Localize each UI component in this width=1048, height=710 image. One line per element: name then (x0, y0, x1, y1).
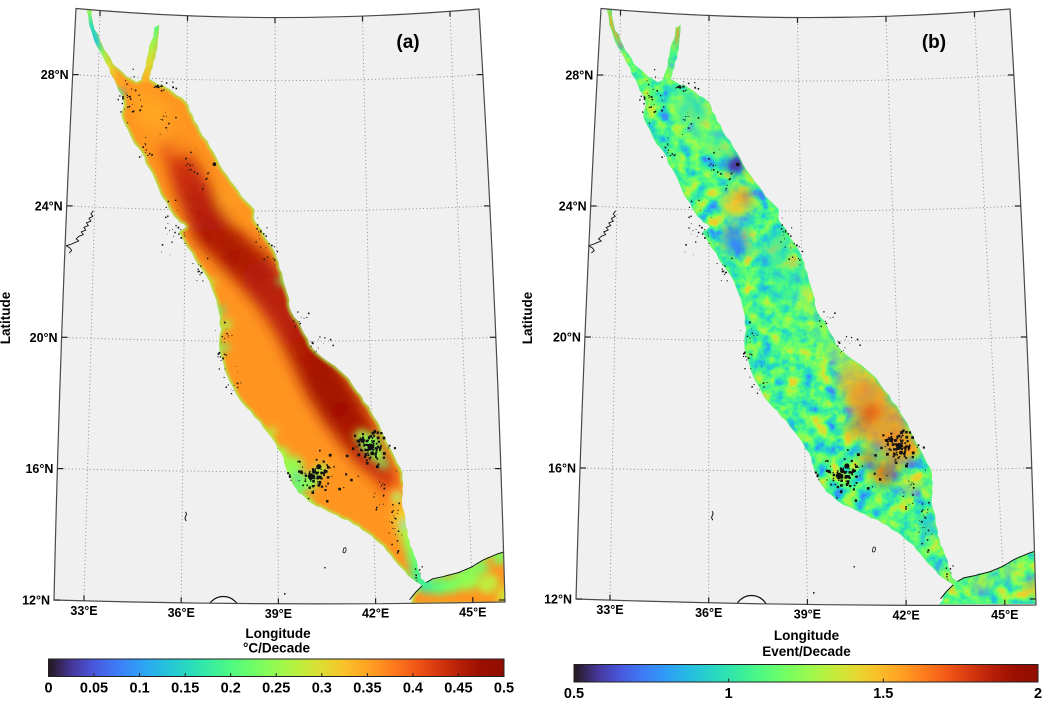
svg-text:0.5: 0.5 (494, 681, 514, 697)
svg-text:0.15: 0.15 (171, 681, 199, 697)
svg-text:°C/Decade: °C/Decade (243, 641, 310, 656)
svg-text:(a): (a) (396, 32, 419, 53)
svg-text:2: 2 (1034, 686, 1042, 702)
svg-text:42°E: 42°E (892, 608, 919, 622)
svg-text:0.45: 0.45 (444, 681, 472, 697)
svg-text:Latitude: Latitude (0, 291, 13, 344)
svg-text:0.1: 0.1 (130, 681, 150, 697)
svg-text:16°N: 16°N (25, 462, 53, 476)
svg-text:(b): (b) (922, 32, 946, 53)
svg-text:12°N: 12°N (544, 593, 572, 607)
svg-text:0.05: 0.05 (80, 681, 108, 697)
svg-text:0.4: 0.4 (403, 681, 423, 697)
svg-text:20°N: 20°N (30, 331, 58, 345)
svg-text:33°E: 33°E (70, 604, 97, 618)
svg-text:1.5: 1.5 (873, 686, 893, 702)
svg-text:28°N: 28°N (41, 68, 69, 82)
svg-text:0: 0 (44, 681, 52, 697)
svg-text:20°N: 20°N (553, 331, 581, 345)
svg-text:0.25: 0.25 (262, 681, 290, 697)
svg-text:24°N: 24°N (559, 200, 587, 214)
svg-text:16°N: 16°N (548, 462, 576, 476)
svg-text:1: 1 (725, 686, 733, 702)
svg-text:28°N: 28°N (565, 69, 593, 83)
svg-text:0.5: 0.5 (564, 686, 584, 702)
svg-text:Latitude: Latitude (520, 291, 535, 344)
svg-text:36°E: 36°E (695, 606, 722, 620)
svg-text:0.35: 0.35 (353, 681, 381, 697)
svg-text:Longitude: Longitude (774, 628, 840, 643)
svg-text:0.2: 0.2 (221, 681, 241, 697)
svg-text:39°E: 39°E (265, 607, 292, 621)
svg-text:24°N: 24°N (35, 199, 63, 213)
svg-text:Longitude: Longitude (245, 626, 311, 641)
svg-text:39°E: 39°E (794, 608, 821, 622)
svg-text:Event/Decade: Event/Decade (762, 644, 851, 659)
svg-text:45°E: 45°E (459, 606, 486, 620)
svg-text:12°N: 12°N (22, 594, 50, 608)
svg-text:42°E: 42°E (362, 607, 389, 621)
svg-text:33°E: 33°E (596, 603, 623, 617)
svg-text:36°E: 36°E (168, 606, 195, 620)
svg-text:0.3: 0.3 (312, 681, 332, 697)
svg-text:45°E: 45°E (991, 608, 1018, 622)
